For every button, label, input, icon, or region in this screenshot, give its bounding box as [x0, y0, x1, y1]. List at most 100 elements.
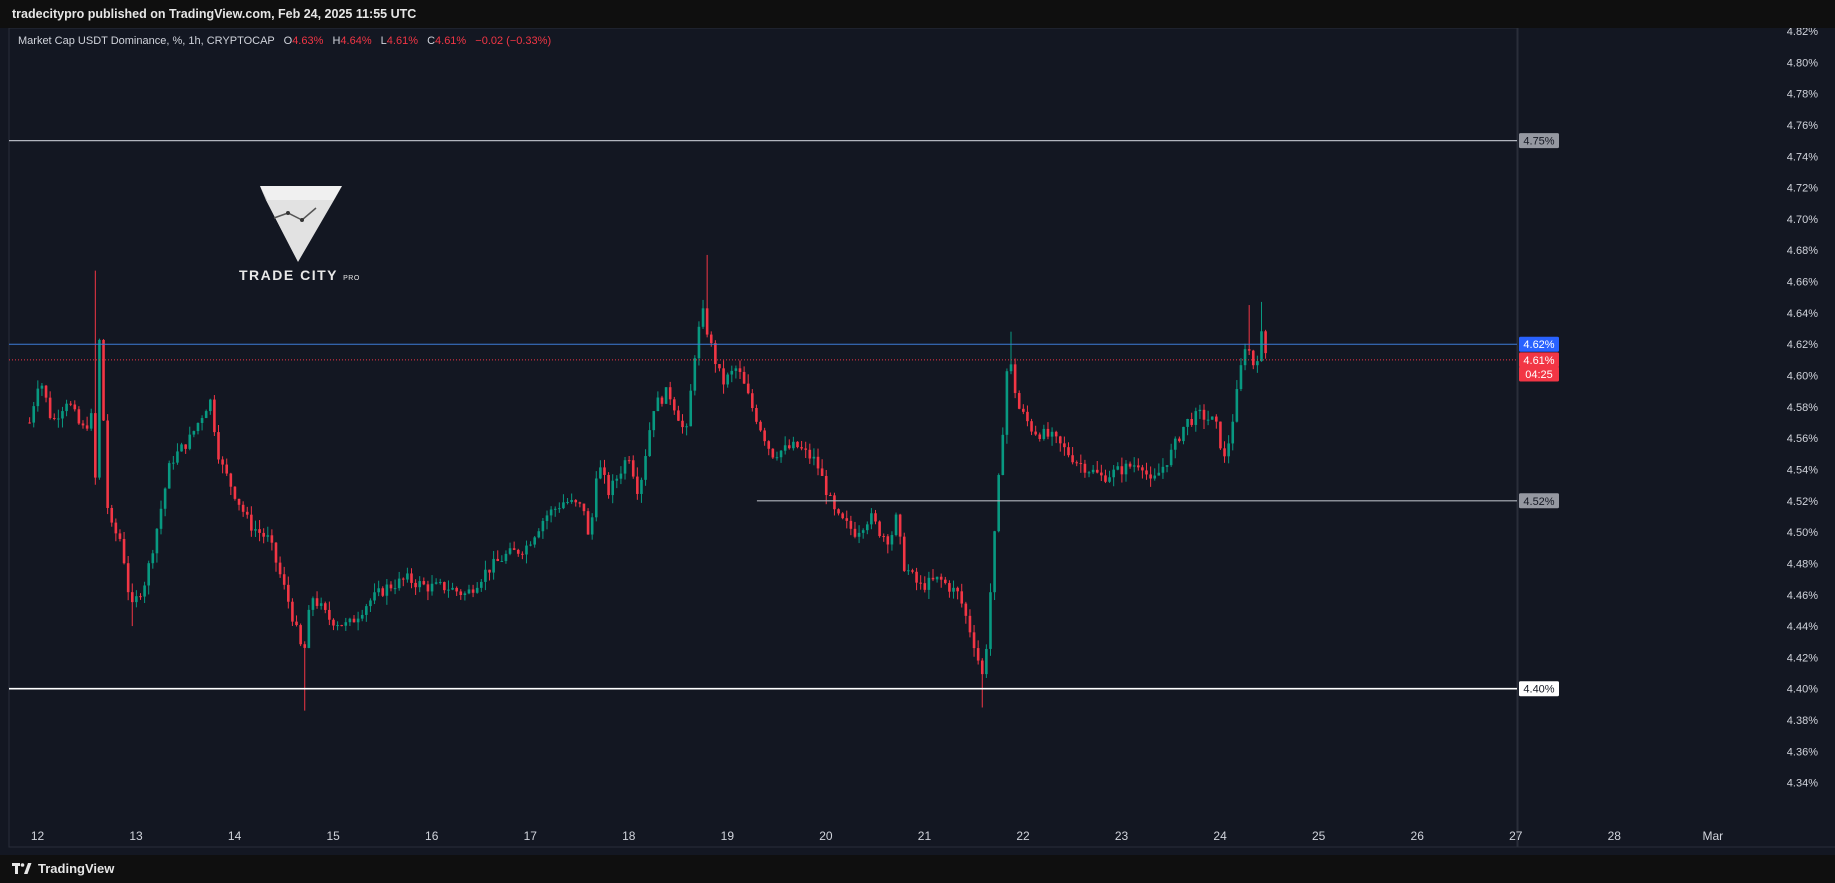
candle-body [656, 397, 660, 412]
candle-body [28, 422, 31, 424]
candle-body [480, 581, 483, 588]
candle-body [574, 500, 578, 503]
candle-body [200, 418, 204, 423]
candle-body [155, 528, 159, 554]
candle-body [1063, 443, 1066, 448]
candle-body [262, 532, 265, 537]
candle-body [373, 592, 376, 601]
candle-body [126, 563, 130, 593]
candle-body [159, 508, 163, 529]
candle-body [1104, 475, 1107, 482]
candle-body [677, 410, 680, 421]
candle-body [516, 549, 520, 554]
candle-body [1194, 411, 1198, 425]
candle-body [1128, 463, 1132, 467]
candle-body [615, 478, 619, 481]
time-tick-label: 12 [31, 829, 45, 843]
candle-body [118, 533, 122, 539]
price-label-text: 4.62% [1523, 339, 1554, 351]
candle-body [438, 582, 442, 584]
candle-body [759, 421, 762, 431]
time-tick-label: 23 [1115, 829, 1129, 843]
candle-body [430, 583, 434, 592]
candle-body [1087, 472, 1091, 474]
candle-body [1067, 447, 1070, 456]
candle-body [139, 596, 142, 598]
footer-bar: TradingView [0, 855, 1835, 883]
candle-body [1141, 467, 1144, 471]
candle-body [701, 308, 705, 327]
candle-body [849, 520, 853, 529]
candle-body [1083, 463, 1087, 473]
candle-body [471, 589, 475, 593]
candle-body [1190, 418, 1193, 425]
candle-body [1137, 465, 1140, 468]
candle-body [1227, 443, 1230, 457]
candle-body [648, 430, 651, 457]
price-label-text: 4.52% [1523, 496, 1554, 508]
candle-body [631, 460, 635, 477]
candle-body [241, 504, 245, 512]
candle-body [1239, 365, 1243, 390]
candle-body [381, 588, 385, 596]
candle-body [533, 537, 536, 545]
candle-body [636, 476, 639, 494]
candle-body [1149, 474, 1152, 479]
candle-body [504, 553, 508, 561]
candle-body [1251, 350, 1255, 366]
publish-header: tradecitypro published on TradingView.co… [0, 0, 1835, 28]
candle-body [328, 609, 331, 620]
candle-body [426, 584, 430, 592]
candle-body [545, 515, 549, 521]
candle-body [1223, 448, 1226, 457]
price-tick-label: 4.80% [1787, 57, 1818, 69]
candle-body [718, 364, 721, 369]
price-label-box [1519, 352, 1559, 368]
brand-wordmark: TRADE CITY PRO [239, 267, 360, 283]
candle-body [65, 403, 68, 412]
candle-body [1120, 466, 1124, 475]
tradingview-wordmark[interactable]: TradingView [38, 861, 115, 876]
candle-body [558, 508, 561, 510]
price-tick-label: 4.38% [1787, 715, 1818, 727]
candle-body [184, 444, 187, 449]
candle-body [278, 562, 282, 575]
candle-body [143, 585, 146, 597]
candle-body [167, 463, 171, 489]
candle-body [562, 502, 565, 509]
candle-body [365, 606, 368, 615]
price-tick-label: 4.64% [1787, 308, 1818, 320]
candle-body [939, 576, 943, 580]
candle-body [122, 538, 126, 564]
time-tick-label: 26 [1411, 829, 1425, 843]
candle-body [792, 441, 795, 449]
candle-body [1202, 409, 1206, 420]
price-tick-label: 4.54% [1787, 464, 1818, 476]
candle-body [664, 387, 668, 404]
candle-body [1054, 431, 1058, 437]
price-tick-label: 4.50% [1787, 527, 1818, 539]
candle-body [845, 518, 849, 521]
candle-body [250, 514, 253, 531]
candle-body [1206, 419, 1210, 421]
candle-body [1050, 431, 1054, 437]
candle-body [213, 399, 216, 433]
candle-body [619, 473, 623, 479]
candle-body [537, 531, 541, 538]
candle-body [422, 581, 426, 585]
candle-body [188, 434, 192, 449]
candle-body [775, 457, 779, 459]
candle-body [1256, 361, 1259, 366]
candle-body [800, 447, 803, 449]
candle-body [32, 406, 36, 423]
time-tick-label: 28 [1608, 829, 1622, 843]
candle-body [997, 475, 1000, 532]
high-value: 4.64% [340, 35, 372, 47]
candle-body [751, 393, 754, 409]
candle-body [40, 385, 44, 389]
candle-body [627, 460, 631, 462]
candle-body [898, 514, 902, 537]
time-tick-label: Mar [1703, 829, 1724, 843]
price-chart[interactable]: 4.82% 4.80% 4.78% 4.76% 4.74% 4.72% 4.70% 4.68%… [0, 28, 1835, 855]
candle-body [237, 498, 241, 505]
